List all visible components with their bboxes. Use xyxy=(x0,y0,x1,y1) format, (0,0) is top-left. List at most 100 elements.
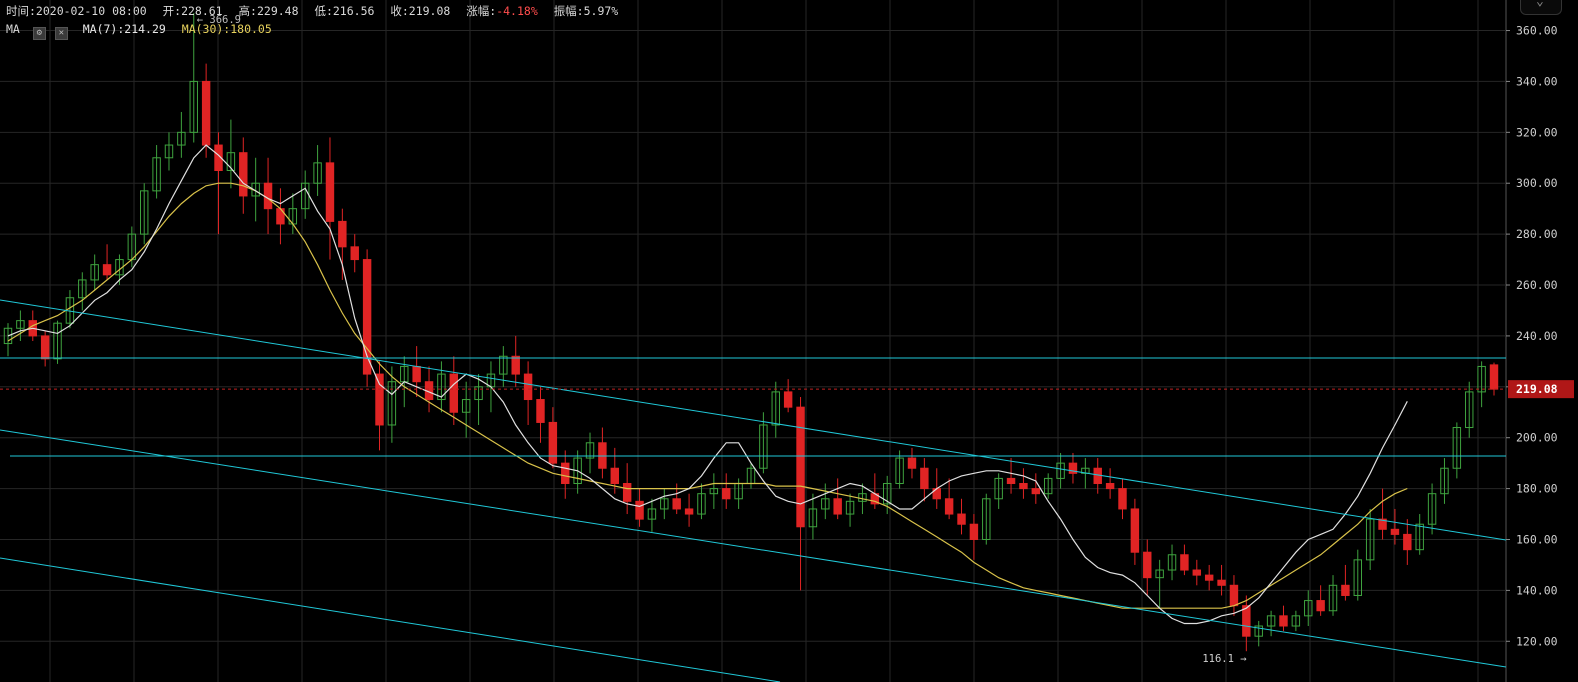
candle-body xyxy=(437,373,446,401)
candle-body xyxy=(573,457,582,485)
last-price-tag xyxy=(1508,380,1574,399)
candle-body xyxy=(1242,605,1251,637)
y-tick-label: 260.00 xyxy=(1516,278,1558,292)
candle-body xyxy=(944,498,954,515)
candle-body xyxy=(1229,584,1239,607)
candle-body xyxy=(362,259,372,375)
candle-body xyxy=(1068,462,1078,474)
candle-body xyxy=(511,355,520,375)
candle-body xyxy=(1279,615,1288,627)
candle-body xyxy=(1019,483,1028,490)
candle-body xyxy=(1056,462,1065,479)
candle-body xyxy=(152,157,161,192)
candle-body xyxy=(1291,615,1301,627)
candle-body xyxy=(982,498,991,540)
candle-body xyxy=(1118,488,1127,510)
candle-body xyxy=(102,264,112,276)
trend-line xyxy=(0,299,1507,541)
candle-body xyxy=(78,279,87,299)
low-value: 低:216.56 xyxy=(314,4,375,18)
candle-body xyxy=(796,406,805,528)
candle-body xyxy=(1440,467,1449,495)
change-value: 涨幅:-4.18% xyxy=(466,4,538,18)
candle-body xyxy=(1477,365,1486,393)
candle-body xyxy=(1304,600,1313,617)
candle-body xyxy=(1167,554,1177,571)
ohlc-info-bar: 时间:2020-02-10 08:00 开:228.61 高:229.48 低:… xyxy=(6,3,627,19)
candle-body xyxy=(338,220,347,248)
ma30-value: MA(30):180.05 xyxy=(181,22,272,36)
high-value: 高:229.48 xyxy=(238,4,299,18)
candle-body xyxy=(548,421,558,464)
candle-body xyxy=(239,152,248,197)
ma7-line xyxy=(7,144,1408,625)
candle-body xyxy=(1403,533,1412,551)
candle-body xyxy=(449,373,459,413)
ma-label: MA xyxy=(6,22,20,36)
candle-body xyxy=(226,152,236,172)
y-tick-label: 180.00 xyxy=(1516,482,1558,496)
candle-body xyxy=(313,162,322,184)
candle-body xyxy=(1378,518,1387,530)
candle-body xyxy=(585,442,595,459)
candle-body xyxy=(177,131,186,146)
low-price-label: 116.1 → xyxy=(1202,653,1246,665)
y-tick-label: 300.00 xyxy=(1516,176,1558,190)
candle-body xyxy=(1328,584,1338,612)
candle-body xyxy=(1006,477,1016,485)
time-value: 时间:2020-02-10 08:00 xyxy=(6,4,147,18)
candle-body xyxy=(325,162,335,222)
candle-body xyxy=(387,381,397,426)
candle-body xyxy=(709,488,719,495)
close-value: 收:219.08 xyxy=(390,4,451,18)
candle-body xyxy=(40,335,50,360)
open-value: 开:228.61 xyxy=(162,4,223,18)
candle-body xyxy=(1143,551,1152,579)
y-tick-label: 140.00 xyxy=(1516,583,1558,597)
candle-body xyxy=(1316,600,1325,612)
candle-body xyxy=(808,508,818,528)
y-tick-label: 120.00 xyxy=(1516,634,1558,648)
y-tick-label: 240.00 xyxy=(1516,329,1558,343)
candle-body xyxy=(845,500,855,515)
candle-body xyxy=(1180,554,1189,571)
candle-body xyxy=(957,513,966,525)
ma-info-bar: MA ⚙ ✕ MA(7):214.29 MA(30):180.05 xyxy=(6,22,281,40)
candle-body xyxy=(1130,508,1140,553)
candle-body xyxy=(1155,569,1164,579)
candle-body xyxy=(3,327,13,345)
candle-body xyxy=(1043,477,1053,495)
candle-body xyxy=(1254,625,1263,637)
candle-body xyxy=(1365,518,1375,561)
candle-body xyxy=(821,498,830,510)
candle-body xyxy=(1489,364,1499,390)
candle-body xyxy=(189,80,198,133)
candle-body xyxy=(771,391,780,426)
candle-body xyxy=(994,477,1003,500)
candle-body xyxy=(907,457,917,469)
candle-body xyxy=(1192,569,1202,576)
settings-icon[interactable]: ⚙ xyxy=(32,27,46,40)
candle-body xyxy=(1031,488,1041,495)
candle-body xyxy=(276,208,285,225)
candle-body xyxy=(1465,391,1474,429)
candle-body xyxy=(833,498,842,515)
candle-body xyxy=(969,523,979,540)
y-tick-label: 200.00 xyxy=(1516,431,1558,445)
trend-line xyxy=(0,557,781,682)
candle-body xyxy=(1204,574,1214,581)
candle-body xyxy=(660,498,669,510)
candle-body xyxy=(536,399,545,423)
close-icon[interactable]: ✕ xyxy=(54,27,68,40)
candle-body xyxy=(647,508,657,520)
y-tick-label: 160.00 xyxy=(1516,532,1558,546)
candle-body xyxy=(1266,615,1276,627)
candle-body xyxy=(1217,579,1226,586)
candle-body xyxy=(672,498,681,510)
candle-body xyxy=(722,488,731,500)
candle-body xyxy=(1093,467,1102,485)
collapse-toggle-button[interactable] xyxy=(1520,0,1562,15)
candle-body xyxy=(610,467,619,485)
candle-body xyxy=(759,424,768,469)
